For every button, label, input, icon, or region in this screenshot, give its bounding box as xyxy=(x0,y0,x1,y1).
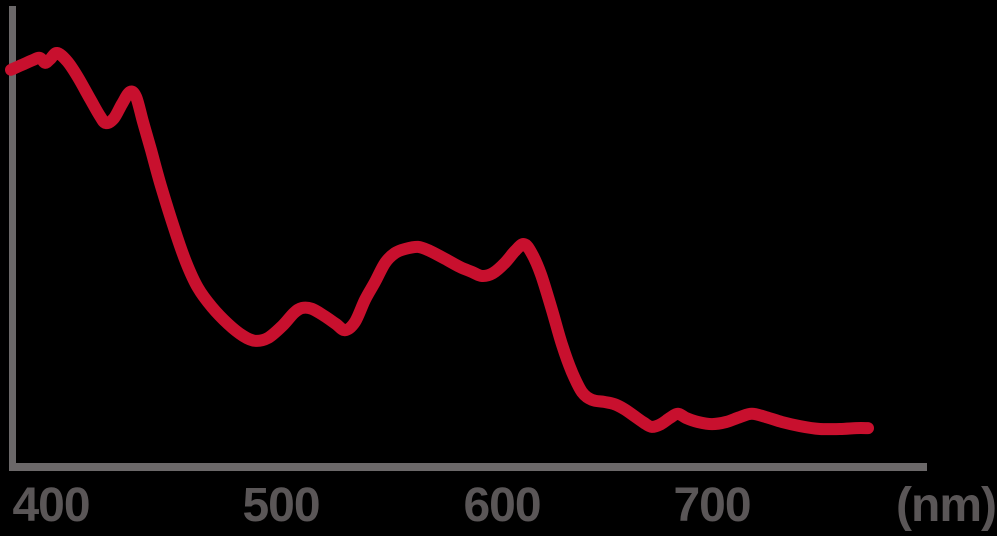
x-tick-label-500: 500 xyxy=(242,479,320,532)
x-axis-line xyxy=(9,463,927,471)
x-tick-label-700: 700 xyxy=(673,479,751,532)
x-axis-unit-label: (nm) xyxy=(896,479,997,532)
x-tick-label-600: 600 xyxy=(463,479,541,532)
x-tick-label-400: 400 xyxy=(12,479,90,532)
y-axis-line xyxy=(9,6,16,471)
spectral-curve xyxy=(5,47,874,436)
